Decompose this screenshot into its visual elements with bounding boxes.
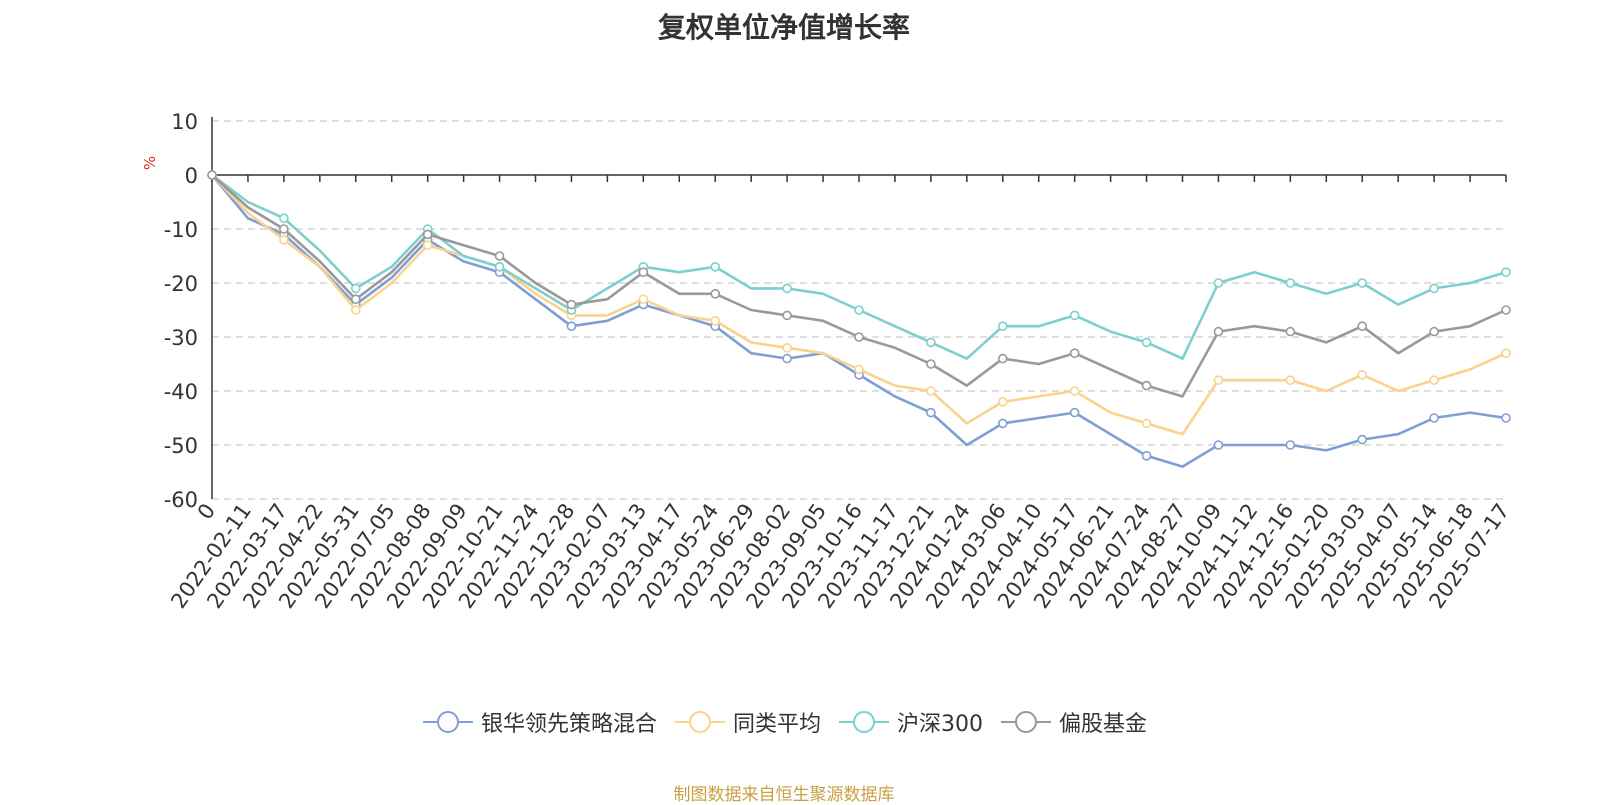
y-tick-label: -60: [164, 488, 198, 512]
y-tick-label: 0: [185, 164, 198, 188]
legend-line-circle-icon: [1001, 711, 1051, 733]
series-point-4: [350, 294, 361, 305]
series-point-3: [350, 283, 361, 294]
y-tick-label: -40: [164, 380, 198, 404]
series-point-2: [422, 240, 433, 250]
series-point-2: [1501, 348, 1511, 359]
x-tick-label: 0: [193, 499, 220, 524]
series-point-2: [638, 294, 649, 305]
series-lines: [207, 170, 1511, 468]
legend-line-circle-icon: [674, 711, 725, 733]
series-point-3: [1069, 310, 1080, 321]
series-point-1: [926, 407, 936, 418]
series-point-4: [782, 310, 792, 321]
series-point-1: [1069, 407, 1080, 418]
axis-labels: 100-10-20-30-40-50-60%02022-02-112022-03…: [141, 110, 1514, 613]
source-note: 制图数据来自恒生聚源数据库: [673, 785, 895, 805]
series-point-4: [494, 251, 505, 261]
series-point-1: [1141, 450, 1152, 461]
y-tick-label: 10: [171, 110, 198, 134]
y-axis-unit: %: [141, 156, 159, 170]
series-point-3: [782, 283, 792, 294]
chart-title: 复权单位净值增长率: [657, 11, 910, 44]
series-point-3: [1213, 278, 1224, 288]
legend-label: 银华领先策略混合: [480, 712, 657, 737]
series-point-3: [997, 321, 1008, 332]
series-point-2: [350, 305, 361, 315]
series-point-3: [854, 305, 864, 315]
series-point-1: [1429, 413, 1439, 423]
y-tick-label: -50: [164, 434, 198, 458]
series-line-4: [211, 174, 1507, 398]
series-point-4: [1069, 348, 1080, 359]
series-point-1: [1213, 440, 1224, 450]
series-point-2: [926, 386, 936, 396]
series-point-4: [1501, 305, 1511, 315]
series-point-1: [1501, 413, 1511, 423]
legend: 银华领先策略混合 同类平均 沪深300 偏股基金: [0, 706, 1570, 738]
y-tick-label: -20: [164, 272, 198, 296]
series-point-4: [926, 359, 936, 369]
chart-plot: 100-10-20-30-40-50-60%02022-02-112022-03…: [141, 110, 1514, 613]
series-point-2: [782, 342, 792, 353]
series-point-4: [997, 353, 1008, 364]
series-point-4: [1429, 326, 1439, 337]
series-point-4: [1141, 380, 1152, 391]
series-point-4: [854, 332, 864, 342]
series-point-3: [1357, 278, 1368, 288]
series-point-4: [566, 299, 577, 310]
series-point-3: [1285, 278, 1296, 288]
legend-item-series-3[interactable]: 沪深300: [839, 706, 983, 738]
series-point-3: [1429, 283, 1439, 294]
series-point-2: [1285, 375, 1296, 386]
series-point-4: [1357, 321, 1368, 332]
series-point-3: [494, 261, 505, 272]
series-point-3: [926, 337, 936, 348]
series-point-4: [1213, 326, 1224, 337]
axes: [211, 117, 1507, 499]
legend-line-circle-icon: [839, 711, 889, 733]
legend-item-series-1[interactable]: 银华领先策略混合: [422, 706, 657, 738]
series-point-2: [1069, 386, 1080, 396]
series-point-2: [710, 315, 721, 326]
series-point-3: [710, 261, 721, 272]
series-point-4: [422, 229, 433, 240]
series-point-2: [1429, 375, 1439, 386]
series-point-1: [1357, 434, 1368, 445]
series-point-3: [1501, 267, 1511, 278]
legend-label: 偏股基金: [1059, 712, 1148, 737]
series-line-2: [211, 174, 1507, 436]
series-line-1: [211, 174, 1507, 468]
series-point-4: [279, 224, 289, 234]
series-point-2: [854, 364, 864, 375]
y-tick-label: -10: [164, 218, 198, 242]
legend-line-circle-icon: [422, 711, 473, 733]
series-point-3: [279, 213, 289, 223]
series-point-2: [1141, 418, 1152, 429]
series-point-4: [1285, 326, 1296, 337]
series-point-1: [566, 321, 577, 332]
series-point-1: [782, 353, 792, 364]
series-point-2: [1213, 375, 1224, 386]
y-tick-label: -30: [164, 326, 198, 350]
series-point-2: [997, 396, 1008, 407]
series-point-4: [710, 288, 721, 299]
series-point-1: [1285, 440, 1296, 450]
legend-label: 同类平均: [732, 712, 821, 737]
legend-label: 沪深300: [897, 712, 983, 737]
series-point-1: [997, 418, 1008, 429]
legend-item-series-2[interactable]: 同类平均: [674, 706, 821, 738]
series-point-3: [1141, 337, 1152, 348]
legend-item-series-4[interactable]: 偏股基金: [1001, 706, 1147, 738]
series-point-2: [1357, 369, 1368, 380]
series-point-2: [279, 235, 289, 245]
series-point-4: [207, 170, 217, 180]
series-point-4: [638, 267, 649, 278]
